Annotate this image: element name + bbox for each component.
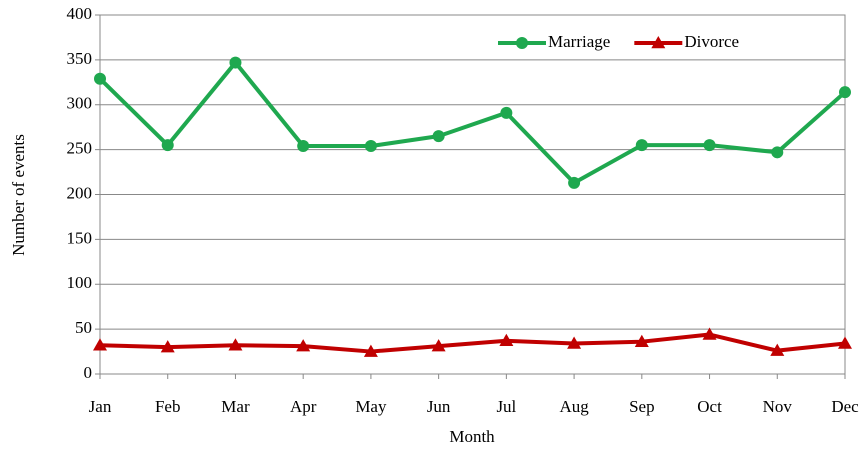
x-tick-label: Dec: [831, 397, 859, 416]
x-tick-label: Jan: [89, 397, 112, 416]
data-point: [702, 327, 717, 340]
data-point: [94, 72, 106, 85]
data-point: [635, 139, 648, 152]
y-tick-label: 350: [67, 49, 93, 68]
x-tick-label: Oct: [697, 397, 722, 416]
data-point: [160, 340, 175, 353]
legend-label: Divorce: [684, 32, 739, 51]
data-point: [229, 56, 242, 69]
y-tick-label: 400: [67, 4, 93, 23]
data-point: [770, 343, 785, 356]
data-point: [634, 334, 649, 347]
data-point: [568, 176, 581, 189]
data-point: [499, 333, 514, 347]
x-tick-label: May: [355, 397, 387, 416]
data-point: [432, 130, 445, 143]
y-tick-label: 150: [67, 228, 93, 247]
y-tick-label: 300: [67, 94, 93, 113]
y-tick-label: 200: [67, 183, 93, 202]
x-tick-label: Jun: [427, 397, 451, 416]
y-axis-label: Number of events: [9, 134, 28, 256]
series-line: [98, 60, 847, 185]
data-point: [296, 339, 311, 352]
data-point: [839, 86, 851, 99]
data-point: [500, 106, 513, 119]
data-point: [93, 338, 107, 351]
data-point: [364, 140, 377, 153]
data-point: [771, 146, 784, 159]
x-tick-label: Apr: [290, 397, 317, 416]
x-tick-label: Mar: [221, 397, 250, 416]
data-point: [161, 139, 174, 152]
data-point: [703, 139, 716, 152]
data-point: [363, 344, 378, 357]
plot-frame: [99, 14, 846, 375]
x-tick-label: Sep: [629, 397, 655, 416]
y-tick-label: 250: [67, 139, 93, 158]
y-tick-label: 100: [67, 273, 93, 292]
legend-label: Marriage: [548, 32, 610, 51]
x-tick-label: Jul: [496, 397, 516, 416]
y-tick-label: 0: [84, 363, 93, 382]
x-tick-label: Feb: [155, 397, 181, 416]
x-tick-label: Aug: [559, 397, 589, 416]
data-point: [297, 140, 310, 153]
y-tick-label: 50: [75, 318, 92, 337]
x-axis-label: Month: [449, 427, 495, 446]
data-point: [431, 339, 446, 352]
series-line: [99, 332, 846, 354]
legend-marker: [651, 36, 666, 49]
data-point: [838, 336, 852, 349]
x-tick-label: Nov: [763, 397, 793, 416]
legend-marker: [516, 37, 528, 49]
data-point: [567, 336, 582, 349]
data-point: [228, 338, 243, 351]
